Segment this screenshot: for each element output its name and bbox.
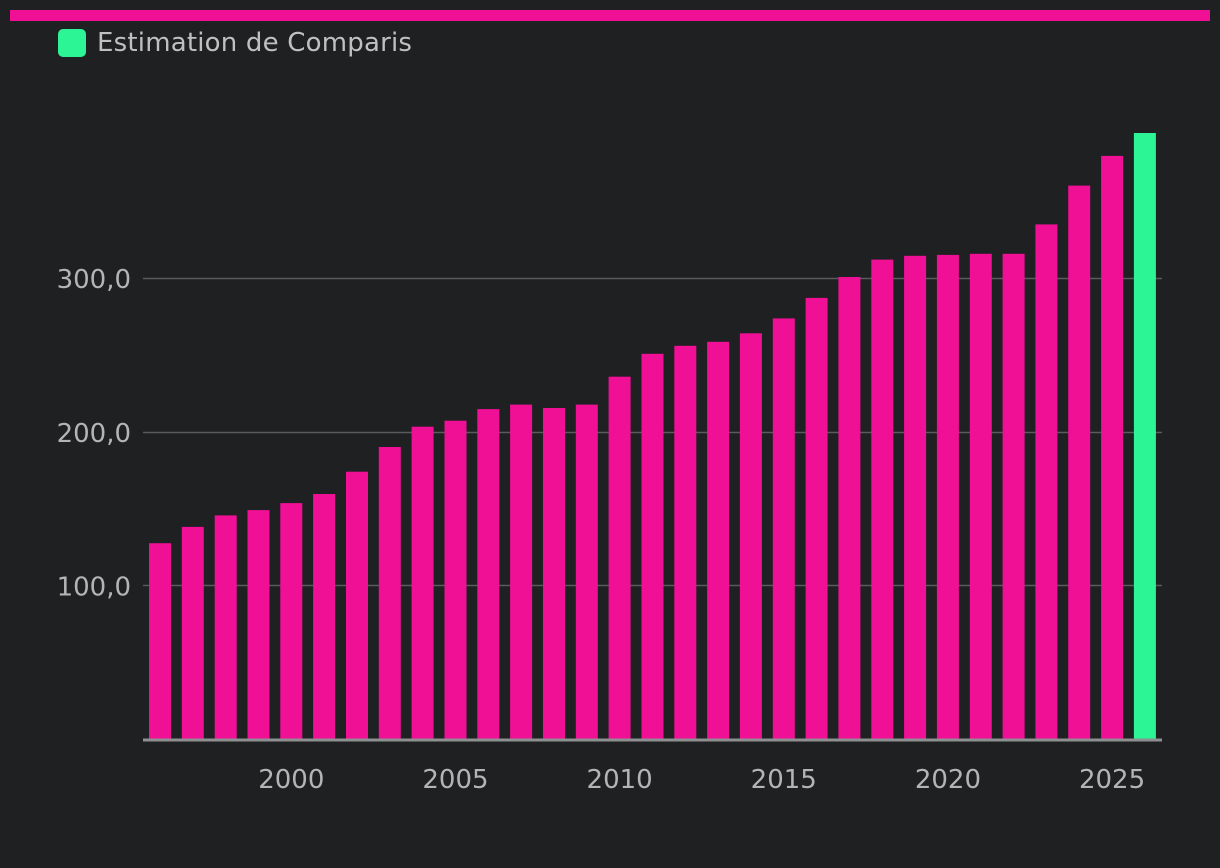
bar-2003 (378, 447, 401, 739)
bar-2020 (936, 254, 959, 739)
bar-1996 (149, 543, 171, 739)
bar-2000 (280, 503, 303, 739)
bar-2012 (674, 345, 697, 739)
accent-bar (10, 10, 1210, 21)
legend: Estimation de Comparis (58, 28, 412, 58)
bar-2017 (838, 277, 861, 739)
bar-2011 (641, 353, 664, 739)
bar-1997 (181, 526, 204, 739)
bar-2002 (346, 471, 368, 739)
bar-2022 (1002, 253, 1025, 740)
x-tick-label-2015: 2015 (751, 765, 817, 795)
y-tick-label-300: 300,0 (57, 265, 131, 295)
bar-2021 (969, 253, 992, 740)
bar-2010 (608, 376, 631, 739)
x-tick-label-2010: 2010 (587, 765, 653, 795)
bar-2025 (1101, 155, 1124, 739)
bar-1999 (247, 510, 270, 739)
legend-swatch-estimate (58, 29, 86, 57)
x-tick-label-2000: 2000 (258, 765, 324, 795)
bar-2004 (411, 426, 434, 739)
bar-2014 (739, 333, 762, 739)
bar-2016 (805, 297, 828, 739)
x-tick-label-2005: 2005 (422, 765, 488, 795)
legend-label-estimate: Estimation de Comparis (97, 28, 413, 58)
bar-2013 (707, 341, 730, 739)
bar-2015 (772, 318, 795, 739)
bar-2008 (543, 408, 565, 739)
bar-2019 (904, 255, 927, 740)
x-tick-label-2020: 2020 (915, 765, 981, 795)
y-tick-label-100: 100,0 (57, 572, 131, 602)
bar-2001 (313, 494, 336, 739)
bar-2018 (871, 259, 894, 739)
bar-2006 (477, 409, 500, 739)
x-tick-label-2025: 2025 (1079, 765, 1145, 795)
bar-2005 (444, 420, 467, 739)
bar-2009 (575, 404, 598, 739)
bar-2007 (510, 404, 533, 739)
bar-2023 (1035, 224, 1058, 739)
bar-1998 (214, 515, 237, 739)
bar-2026 (1133, 133, 1156, 739)
y-tick-label-200: 200,0 (57, 419, 131, 449)
bar-2024 (1068, 185, 1091, 740)
